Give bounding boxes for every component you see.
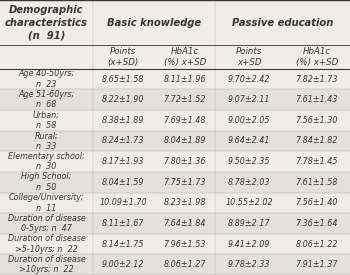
Text: 9.50±2.35: 9.50±2.35 [228,157,271,166]
Text: Duration of disease
>10yrs; n  22: Duration of disease >10yrs; n 22 [7,255,85,274]
Text: 8.78±2.03: 8.78±2.03 [228,178,271,187]
Text: Basic knowledge: Basic knowledge [107,18,201,28]
Text: 7.64±1.84: 7.64±1.84 [163,219,206,228]
Text: 9.70±2.42: 9.70±2.42 [228,75,271,84]
Text: 7.91±1.37: 7.91±1.37 [295,260,338,269]
Text: 8.17±1.93: 8.17±1.93 [102,157,145,166]
Text: 9.00±2.05: 9.00±2.05 [228,116,271,125]
Text: 10.09±1.70: 10.09±1.70 [99,198,147,207]
Text: 7.56±1.30: 7.56±1.30 [295,116,338,125]
Text: 7.56±1.40: 7.56±1.40 [295,198,338,207]
Text: 9.07±2.11: 9.07±2.11 [228,95,271,104]
Text: 7.78±1.45: 7.78±1.45 [295,157,338,166]
Text: 10.55±2.02: 10.55±2.02 [225,198,273,207]
Text: Age 40-50yrs;
n  23: Age 40-50yrs; n 23 [18,69,75,89]
Bar [0,110,350,131]
Text: 7.75±1.73: 7.75±1.73 [163,178,206,187]
Text: 8.06±1.22: 8.06±1.22 [295,240,338,249]
Text: 7.61±1.58: 7.61±1.58 [295,178,338,187]
Bar [0,234,350,254]
Text: 9.78±2.33: 9.78±2.33 [228,260,271,269]
Text: 7.36±1.64: 7.36±1.64 [295,219,338,228]
Text: 8.04±1.59: 8.04±1.59 [102,178,145,187]
Bar [0,151,350,172]
Text: High School;
n  50: High School; n 50 [21,172,71,192]
Text: Points
(x+SD): Points (x+SD) [108,47,139,67]
Text: 7.80±1.36: 7.80±1.36 [163,157,206,166]
Text: 8.24±1.73: 8.24±1.73 [102,136,145,145]
Text: 8.04±1.89: 8.04±1.89 [163,136,206,145]
Text: 9.64±2.41: 9.64±2.41 [228,136,271,145]
Text: Passive education: Passive education [232,18,333,28]
Text: 8.14±1.75: 8.14±1.75 [102,240,145,249]
Text: Urban;
n  58: Urban; n 58 [33,111,60,130]
Text: Duration of disease
>5-10yrs; n  22: Duration of disease >5-10yrs; n 22 [7,234,85,254]
Text: Rural;
n  33: Rural; n 33 [35,131,58,151]
Text: 8.89±2.17: 8.89±2.17 [228,219,271,228]
Text: Age 51-60yrs;
n  68: Age 51-60yrs; n 68 [18,90,75,109]
Bar [0,254,350,275]
Bar [0,192,350,213]
Text: Elementary school;
n  30: Elementary school; n 30 [8,152,85,171]
Text: 9.41±2.09: 9.41±2.09 [228,240,271,249]
Bar [0,89,350,110]
Text: 7.96±1.53: 7.96±1.53 [163,240,206,249]
Text: 7.69±1.48: 7.69±1.48 [163,116,206,125]
Text: 8.38±1.89: 8.38±1.89 [102,116,145,125]
Text: 9.00±2.12: 9.00±2.12 [102,260,145,269]
Text: 8.11±1.67: 8.11±1.67 [102,219,145,228]
Text: 7.72±1.52: 7.72±1.52 [163,95,206,104]
Text: 8.23±1.98: 8.23±1.98 [163,198,206,207]
Text: 8.11±1.96: 8.11±1.96 [163,75,206,84]
Text: 7.84±1.82: 7.84±1.82 [295,136,338,145]
Text: 8.06±1.27: 8.06±1.27 [163,260,206,269]
Bar [0,213,350,234]
Text: 7.61±1.43: 7.61±1.43 [295,95,338,104]
Bar [0,131,350,151]
Text: Duration of disease
0-5yrs; n  47: Duration of disease 0-5yrs; n 47 [7,214,85,233]
Text: 8.22±1.90: 8.22±1.90 [102,95,145,104]
Text: College/University;
n  11: College/University; n 11 [8,193,84,213]
Text: 8.65±1.58: 8.65±1.58 [102,75,145,84]
Text: 7.82±1.73: 7.82±1.73 [295,75,338,84]
Text: Demographic
characteristics
(n  91): Demographic characteristics (n 91) [5,5,88,40]
Bar [0,172,350,192]
Bar [0,69,350,89]
Text: HbA1c
(%) x+SD: HbA1c (%) x+SD [163,47,206,67]
Text: Points
x+SD: Points x+SD [236,47,262,67]
Text: HbA1c
(%) x+SD: HbA1c (%) x+SD [296,47,338,67]
